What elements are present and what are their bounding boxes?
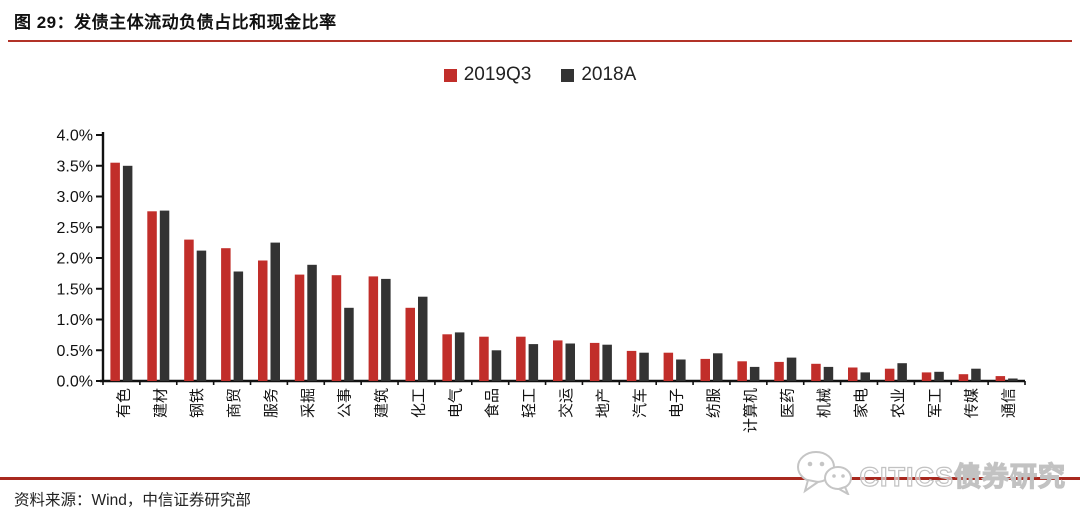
legend-swatch-red (443, 68, 457, 82)
svg-text:采掘: 采掘 (300, 388, 317, 418)
svg-text:军工: 军工 (927, 388, 944, 418)
svg-text:汽车: 汽车 (632, 388, 649, 418)
svg-text:钢铁: 钢铁 (189, 388, 206, 418)
watermark: CITICS债券研究 (795, 449, 1066, 500)
svg-text:食品: 食品 (484, 388, 501, 418)
svg-text:4.0%: 4.0% (57, 128, 93, 145)
chart-legend: 2019Q3 2018A (0, 64, 1080, 86)
source-note: 资料来源：Wind，中信证券研究部 (14, 492, 251, 509)
svg-text:轻工: 轻工 (521, 388, 538, 418)
svg-text:交运: 交运 (557, 388, 575, 418)
svg-text:电气: 电气 (447, 388, 464, 418)
svg-text:2.5%: 2.5% (57, 220, 93, 237)
svg-text:建材: 建材 (152, 388, 169, 418)
svg-text:医药: 医药 (779, 388, 796, 418)
svg-text:公事: 公事 (337, 388, 354, 418)
svg-text:商贸: 商贸 (226, 388, 243, 418)
svg-text:地产: 地产 (595, 388, 612, 418)
bar-chart: 0.0% 0.5% 1.0% 1.5% 2.0% 2.5% 3.0% 3.5% 4.0% 有色 建材… (57, 128, 1026, 433)
svg-text:电子: 电子 (669, 388, 686, 418)
footer-rule (0, 477, 1080, 480)
svg-text:化工: 化工 (411, 388, 428, 418)
legend-label: 2018A (581, 64, 637, 85)
svg-text:服务: 服务 (263, 388, 280, 418)
svg-text:3.0%: 3.0% (57, 189, 93, 206)
svg-text:3.5%: 3.5% (57, 158, 93, 175)
legend-item-2019q3: 2019Q3 (443, 64, 532, 86)
svg-text:纺服: 纺服 (706, 388, 723, 418)
legend-item-2018a: 2018A (561, 64, 636, 86)
legend-label: 2019Q3 (463, 64, 532, 85)
svg-text:机械: 机械 (816, 388, 833, 418)
svg-text:传媒: 传媒 (964, 388, 981, 418)
title-underline (8, 40, 1072, 42)
page-title: 图 29：发债主体流动负债占比和现金比率 (14, 13, 337, 32)
svg-text:计算机: 计算机 (741, 388, 759, 433)
svg-text:有色: 有色 (115, 388, 132, 418)
svg-text:1.0%: 1.0% (57, 312, 93, 329)
svg-text:通信: 通信 (1001, 388, 1018, 418)
svg-text:0.0%: 0.0% (57, 374, 93, 391)
svg-text:2.0%: 2.0% (57, 251, 93, 268)
bar-chart-area: 0.0% 0.5% 1.0% 1.5% 2.0% 2.5% 3.0% 3.5% 4.0% 有色 建材… (0, 110, 1080, 460)
legend-swatch-dark (561, 68, 575, 82)
svg-text:1.5%: 1.5% (57, 281, 93, 298)
svg-text:农业: 农业 (890, 388, 907, 418)
svg-text:家电: 家电 (853, 388, 870, 418)
watermark-text: CITICS债券研究 (859, 461, 1066, 492)
svg-text:建筑: 建筑 (374, 388, 391, 418)
wechat-icon (795, 449, 853, 500)
svg-text:0.5%: 0.5% (57, 343, 93, 360)
